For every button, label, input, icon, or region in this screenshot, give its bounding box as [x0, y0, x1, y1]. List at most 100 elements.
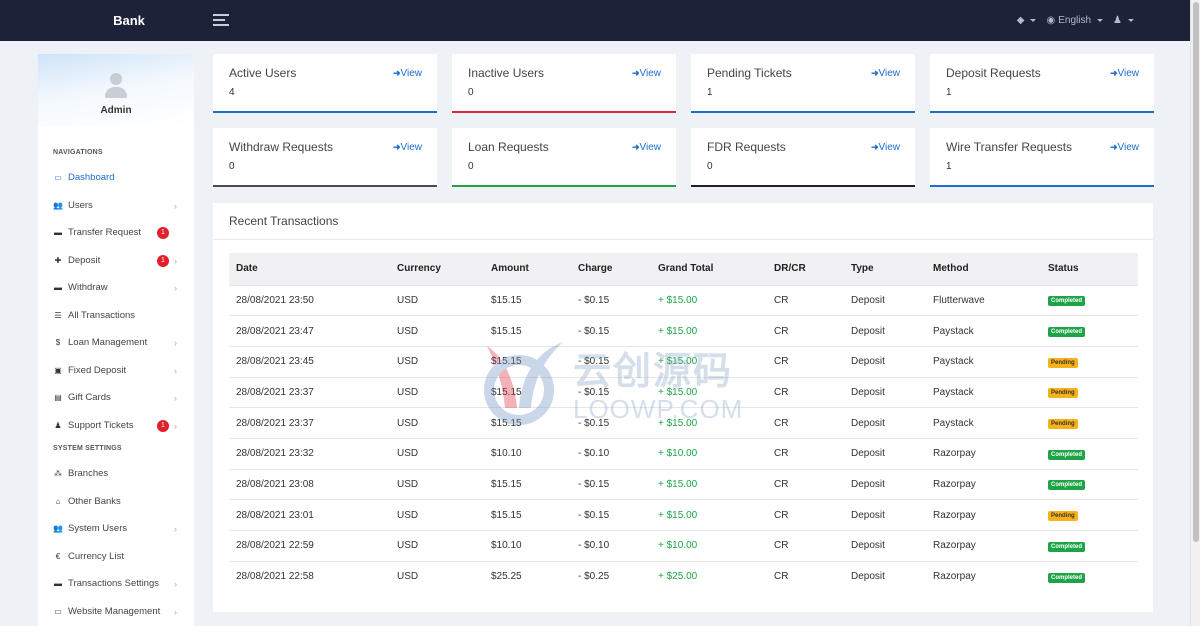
table-cell: - $0.15 — [571, 284, 651, 316]
sidebar-item-label: Transfer Request — [68, 227, 142, 239]
gift-icon: ▤ — [54, 393, 62, 403]
sidebar-item-all-transactions[interactable]: ☰ All Transactions — [38, 302, 194, 330]
table-row[interactable]: 28/08/2021 23:08 USD $15.15- $0.15 + $15.00… — [229, 468, 1138, 500]
card-count: 1 — [946, 87, 952, 98]
arrow-right-icon: ➜ — [392, 142, 401, 152]
sidebar-item-label: Withdraw — [68, 282, 108, 294]
column-header[interactable]: Amount — [484, 253, 571, 285]
sidebar-item-withdraw[interactable]: ▬ Withdraw › — [38, 274, 194, 302]
sidebar-item-fixed-deposit[interactable]: ▣ Fixed Deposit › — [38, 357, 194, 385]
sidebar-item-label: Website Management — [68, 605, 161, 617]
notification-bell-button[interactable]: ◆ — [1017, 15, 1037, 26]
sidebar-item-label: Branches — [68, 468, 109, 480]
profile-header: Admin — [38, 54, 194, 126]
sidebar-item-label: Support Tickets — [68, 419, 134, 431]
user-menu-button[interactable]: ♟ — [1113, 15, 1134, 26]
status-badge: Completed — [1048, 572, 1086, 583]
stat-card-active-users: Active Users 4 ➜View — [213, 54, 437, 113]
sidebar-item-label: Other Banks — [68, 495, 121, 507]
table-row[interactable]: 28/08/2021 23:50 USD $15.15- $0.15 + $15.00… — [229, 284, 1138, 316]
scrollbar-thumb[interactable] — [1193, 2, 1199, 542]
table-cell: Paystack — [926, 376, 1041, 408]
column-header[interactable]: Type — [844, 253, 926, 285]
sidebar-item-label: Transactions Settings — [68, 578, 159, 590]
table-cell: $15.15 — [484, 407, 571, 439]
card-count: 4 — [229, 87, 235, 98]
table-cell: - $0.15 — [571, 315, 651, 347]
table-row[interactable]: 28/08/2021 22:58 USD $25.25- $0.25 + $25.00… — [229, 560, 1138, 592]
table-cell: - $0.10 — [571, 530, 651, 562]
table-row[interactable]: 28/08/2021 23:37 USD $15.15- $0.15 + $15.00… — [229, 407, 1138, 439]
view-link[interactable]: ➜View — [632, 142, 661, 153]
status-cell: Completed — [1041, 468, 1138, 500]
user-icon: ♟ — [1113, 15, 1122, 26]
sidebar-item-transactions-settings[interactable]: ▬ Transactions Settings › — [38, 570, 194, 598]
status-badge: Completed — [1048, 541, 1086, 552]
sidebar-item-currency-list[interactable]: € Currency List — [38, 543, 194, 571]
column-header[interactable]: DR/CR — [767, 253, 844, 285]
table-cell: USD — [390, 376, 484, 408]
table-cell: $15.15 — [484, 376, 571, 408]
table-cell: CR — [767, 560, 844, 592]
sidebar-item-branches[interactable]: ⁂ Branches — [38, 460, 194, 488]
table-cell: Flutterwave — [926, 284, 1041, 316]
sidebar-item-loan-management[interactable]: $ Loan Management › — [38, 329, 194, 357]
card-title: Wire Transfer Requests — [946, 140, 1073, 154]
divider — [213, 239, 1153, 240]
column-header[interactable]: Currency — [390, 253, 484, 285]
globe-icon: ◉ — [1046, 15, 1056, 26]
column-header[interactable]: Grand Total — [651, 253, 767, 285]
card-count: 1 — [707, 87, 713, 98]
sidebar-section-heading: SYSTEM SETTINGS — [53, 445, 122, 452]
sidebar-item-other-banks[interactable]: ⌂ Other Banks — [38, 488, 194, 516]
sidebar-item-users[interactable]: 👥 Users › — [38, 192, 194, 220]
table-cell: $15.15 — [484, 315, 571, 347]
column-header[interactable]: Status — [1041, 253, 1138, 285]
view-link[interactable]: ➜View — [632, 68, 661, 79]
view-link[interactable]: ➜View — [1110, 68, 1139, 79]
sidebar-item-support-tickets[interactable]: ♟ Support Tickets 1 › — [38, 412, 194, 440]
chevron-right-icon: › — [174, 606, 177, 617]
status-badge: Pending — [1048, 357, 1078, 368]
arrow-right-icon: ➜ — [870, 68, 879, 78]
table-cell: Deposit — [844, 376, 926, 408]
column-header[interactable]: Date — [229, 253, 390, 285]
list-icon: ☰ — [54, 310, 62, 320]
arrow-right-icon: ➜ — [392, 68, 401, 78]
sidebar-item-gift-cards[interactable]: ▤ Gift Cards › — [38, 384, 194, 412]
sidebar-item-dashboard[interactable]: ▭ Dashboard — [38, 164, 194, 192]
sidebar-item-website-management[interactable]: ▭ Website Management › — [38, 598, 194, 626]
view-link[interactable]: ➜View — [393, 142, 422, 153]
table-row[interactable]: 28/08/2021 23:01 USD $15.15- $0.15 + $15.00… — [229, 499, 1138, 531]
table-row[interactable]: 28/08/2021 23:45 USD $15.15- $0.15 + $15.00… — [229, 345, 1138, 378]
column-header[interactable]: Method — [926, 253, 1041, 285]
table-row[interactable]: 28/08/2021 23:37 USD $15.15- $0.15 + $15.00… — [229, 376, 1138, 408]
page-scrollbar[interactable] — [1190, 0, 1200, 626]
card-title: Loan Requests — [468, 140, 549, 154]
view-link[interactable]: ➜View — [871, 68, 900, 79]
sidebar-item-system-users[interactable]: 👥 System Users › — [38, 515, 194, 543]
top-nav-actions: ◆ ◉ English ♟ — [1017, 0, 1134, 41]
column-header[interactable]: Charge — [571, 253, 651, 285]
table-cell: - $0.10 — [571, 437, 651, 470]
table-cell: $15.15 — [484, 284, 571, 316]
brand-logo[interactable]: Bank — [113, 13, 145, 28]
table-cell: + $15.00 — [651, 315, 767, 347]
credit-card-icon: ▬ — [54, 579, 62, 589]
view-link[interactable]: ➜View — [393, 68, 422, 79]
table-row[interactable]: 28/08/2021 23:32 USD $10.10- $0.10 + $10.00… — [229, 437, 1138, 470]
transfer-icon: ▬ — [54, 228, 62, 238]
language-selector[interactable]: ◉ English — [1046, 15, 1104, 26]
table-row[interactable]: 28/08/2021 23:47 USD $15.15- $0.15 + $15.00… — [229, 315, 1138, 347]
panel-title: Recent Transactions — [229, 214, 339, 228]
view-link[interactable]: ➜View — [871, 142, 900, 153]
stat-card-pending-tickets: Pending Tickets 1 ➜View — [691, 54, 915, 113]
sidebar-item-deposit[interactable]: ✚ Deposit 1 › — [38, 247, 194, 275]
menu-toggle-icon[interactable] — [213, 14, 229, 26]
table-cell: 28/08/2021 23:08 — [229, 468, 390, 500]
view-link[interactable]: ➜View — [1110, 142, 1139, 153]
table-row[interactable]: 28/08/2021 22:59 USD $10.10- $0.10 + $10.00… — [229, 530, 1138, 562]
sidebar-item-transfer-request[interactable]: ▬ Transfer Request 1 — [38, 219, 194, 247]
transactions-table: Date Currency Amount Charge Grand Total DR/CR… — [229, 253, 1138, 592]
arrow-right-icon: ➜ — [1109, 68, 1118, 78]
